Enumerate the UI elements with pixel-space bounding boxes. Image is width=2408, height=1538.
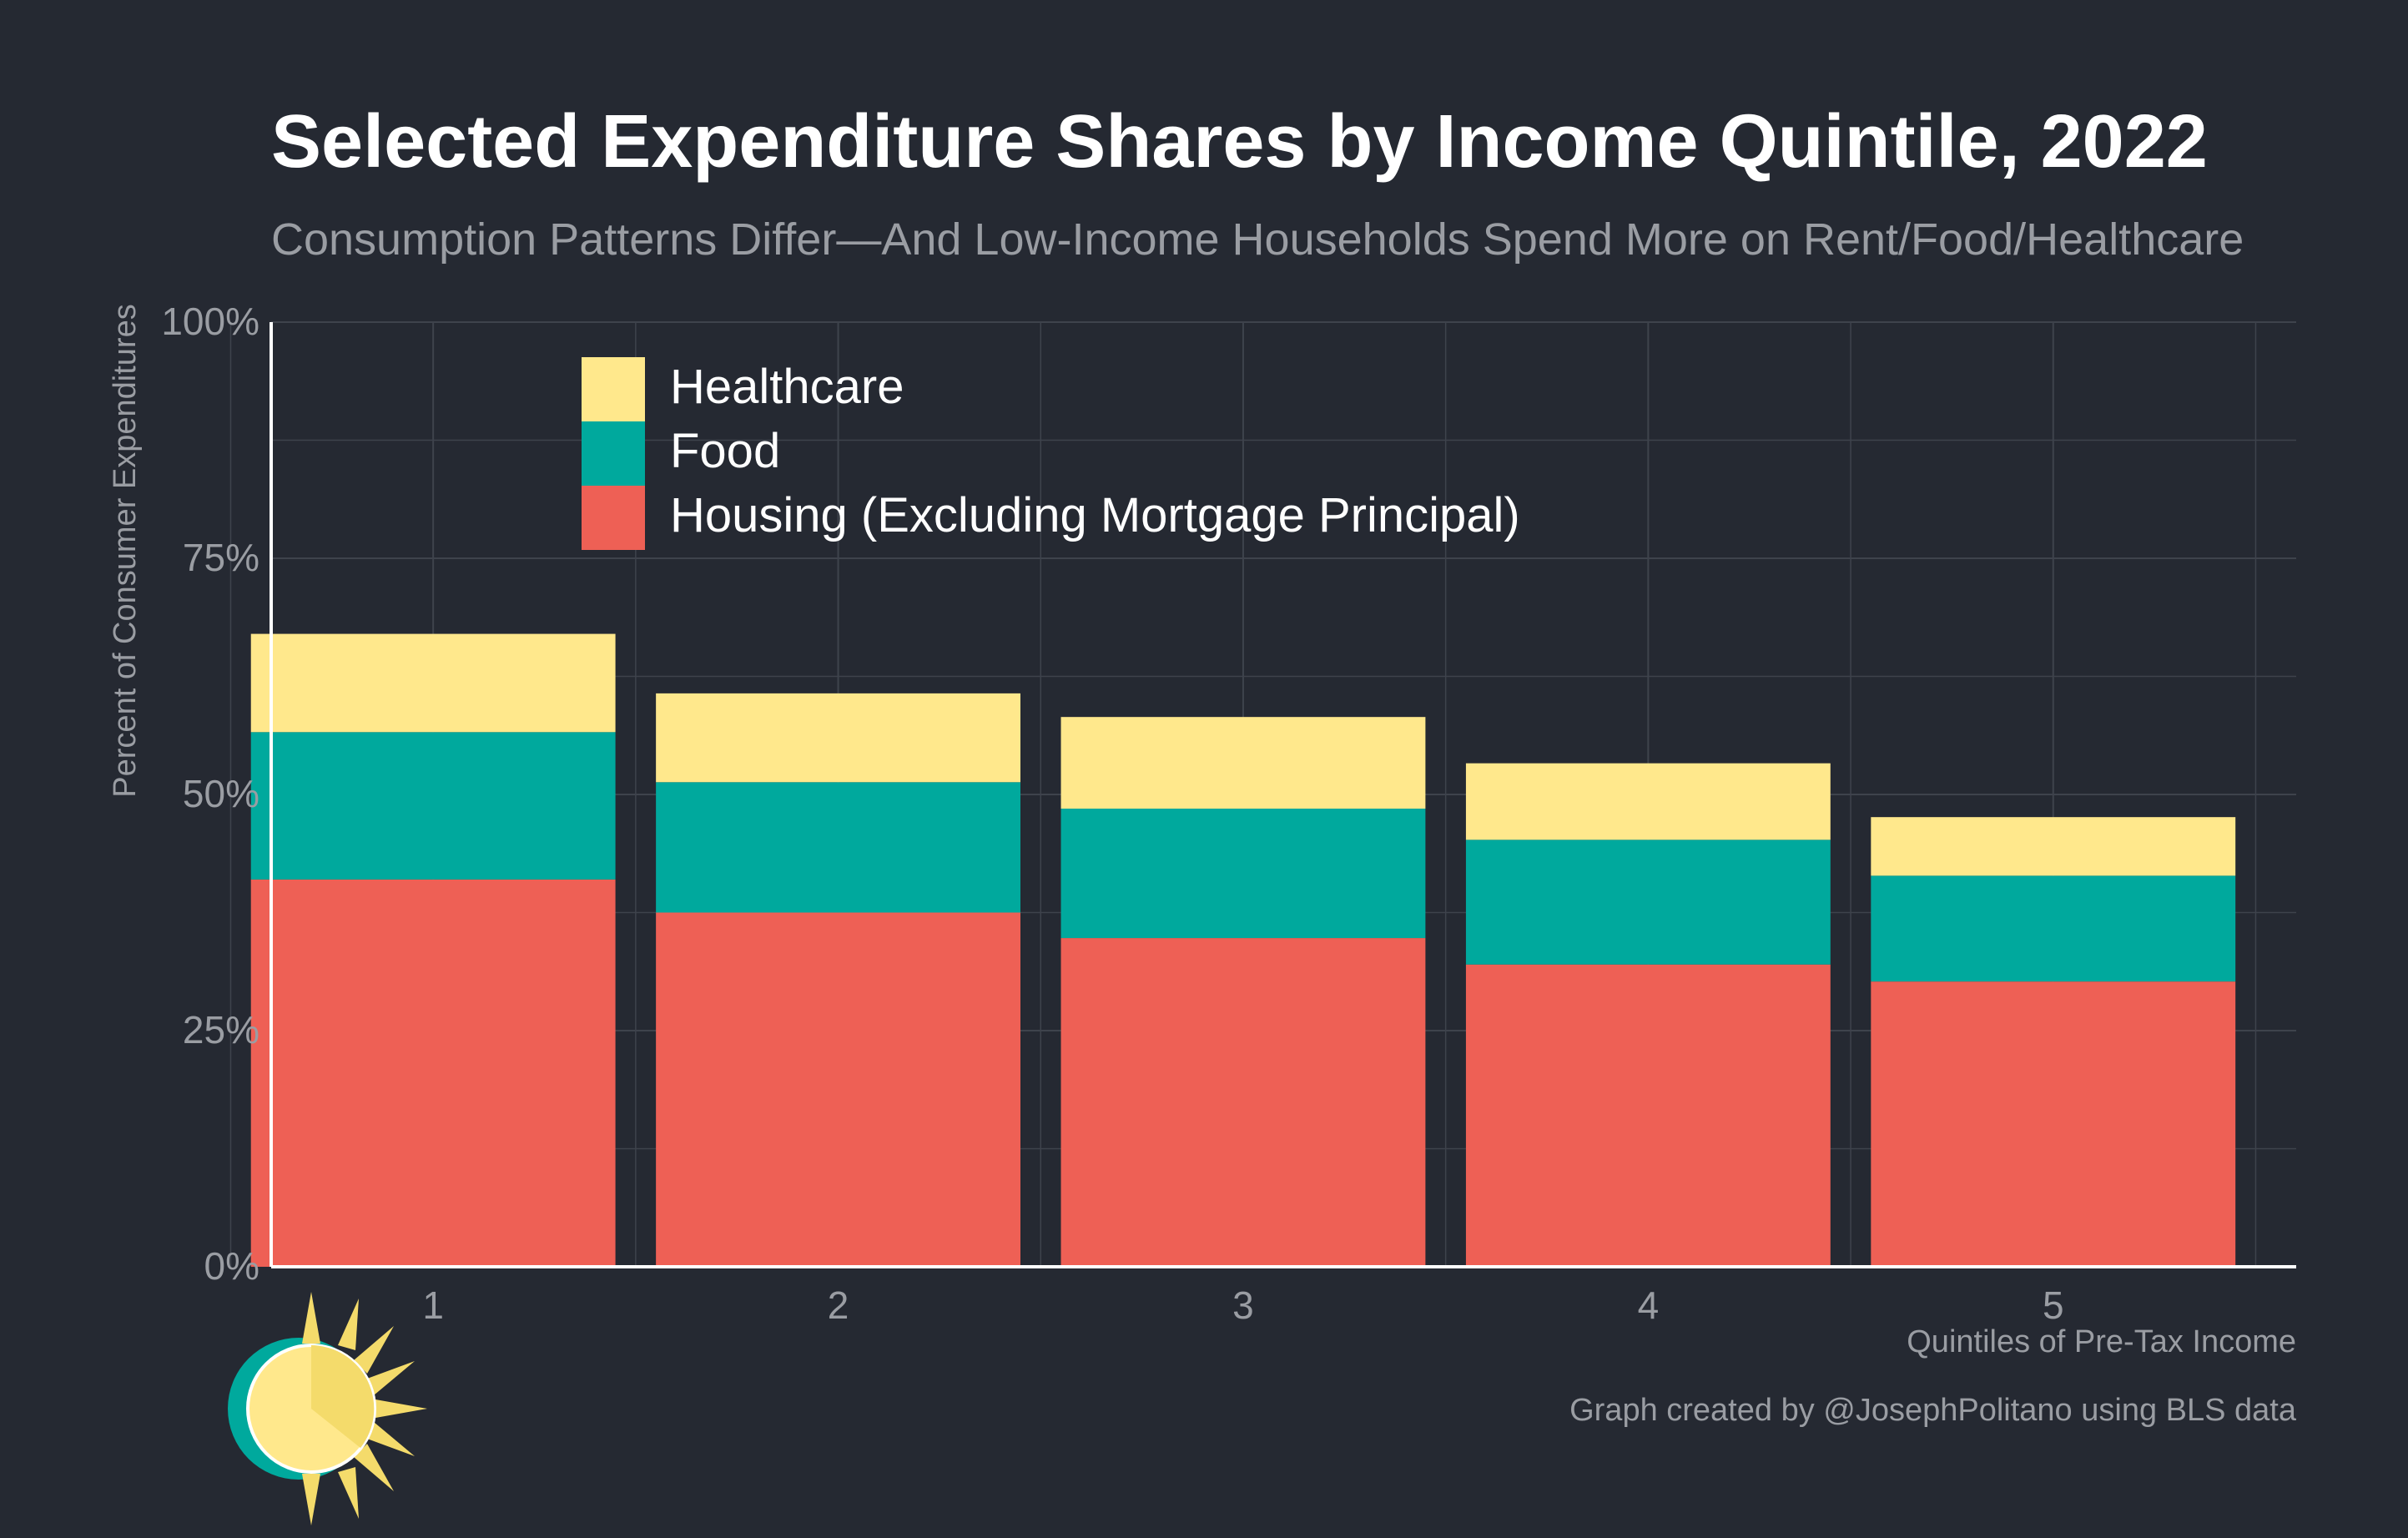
bar-housing-q1: [250, 879, 616, 1267]
credit-text: Graph created by @JosephPolitano using B…: [1569, 1393, 2297, 1428]
bar-housing-q2: [656, 912, 1020, 1267]
y-tick-label: 25%: [183, 1008, 259, 1051]
chart-title: Selected Expenditure Shares by Income Qu…: [271, 100, 2208, 184]
y-tick-label: 75%: [183, 536, 259, 579]
tick-labels: 0% 25% 50% 75% 100% 1 2 3 4 5: [161, 300, 2063, 1327]
bar-healthcare-q4: [1465, 763, 1831, 840]
x-tick-label: 4: [1638, 1283, 1660, 1327]
y-tick-label: 0%: [204, 1244, 259, 1288]
bar-housing-q3: [1060, 938, 1426, 1267]
x-tick-label: 5: [2043, 1283, 2064, 1327]
x-tick-label: 1: [422, 1283, 444, 1327]
legend-swatch: [582, 357, 645, 421]
bar-housing-q4: [1465, 964, 1831, 1267]
bar-food-q1: [250, 732, 616, 880]
bar-healthcare-q5: [1871, 817, 2236, 876]
x-axis-label: Quintiles of Pre-Tax Income: [1907, 1324, 2296, 1359]
chart-subtitle: Consumption Patterns Differ—And Low-Inco…: [271, 214, 2244, 265]
bar-housing-q5: [1871, 981, 2236, 1267]
legend-swatch: [582, 486, 645, 550]
y-tick-label: 50%: [183, 772, 259, 815]
bar-food-q4: [1465, 840, 1831, 965]
legend-swatch: [582, 421, 645, 486]
x-tick-label: 2: [828, 1283, 849, 1327]
y-axis-label: Percent of Consumer Expenditures: [108, 304, 143, 797]
y-tick-label: 100%: [161, 300, 259, 343]
bar-food-q2: [656, 782, 1020, 913]
bar-food-q3: [1060, 808, 1426, 939]
legend: Healthcare Food Housing (Excluding Mortgag…: [582, 357, 1520, 550]
legend-label: Food: [670, 424, 780, 478]
bar-healthcare-q2: [656, 693, 1020, 783]
axes: [270, 322, 2296, 1268]
legend-label: Healthcare: [670, 360, 904, 414]
bars: [250, 633, 2236, 1267]
sun-logo-icon: [228, 1292, 427, 1525]
bar-food-q5: [1871, 875, 2236, 982]
bar-healthcare-q1: [250, 633, 616, 733]
x-tick-label: 3: [1232, 1283, 1254, 1327]
bar-healthcare-q3: [1060, 717, 1426, 809]
legend-label: Housing (Excluding Mortgage Principal): [670, 488, 1520, 542]
